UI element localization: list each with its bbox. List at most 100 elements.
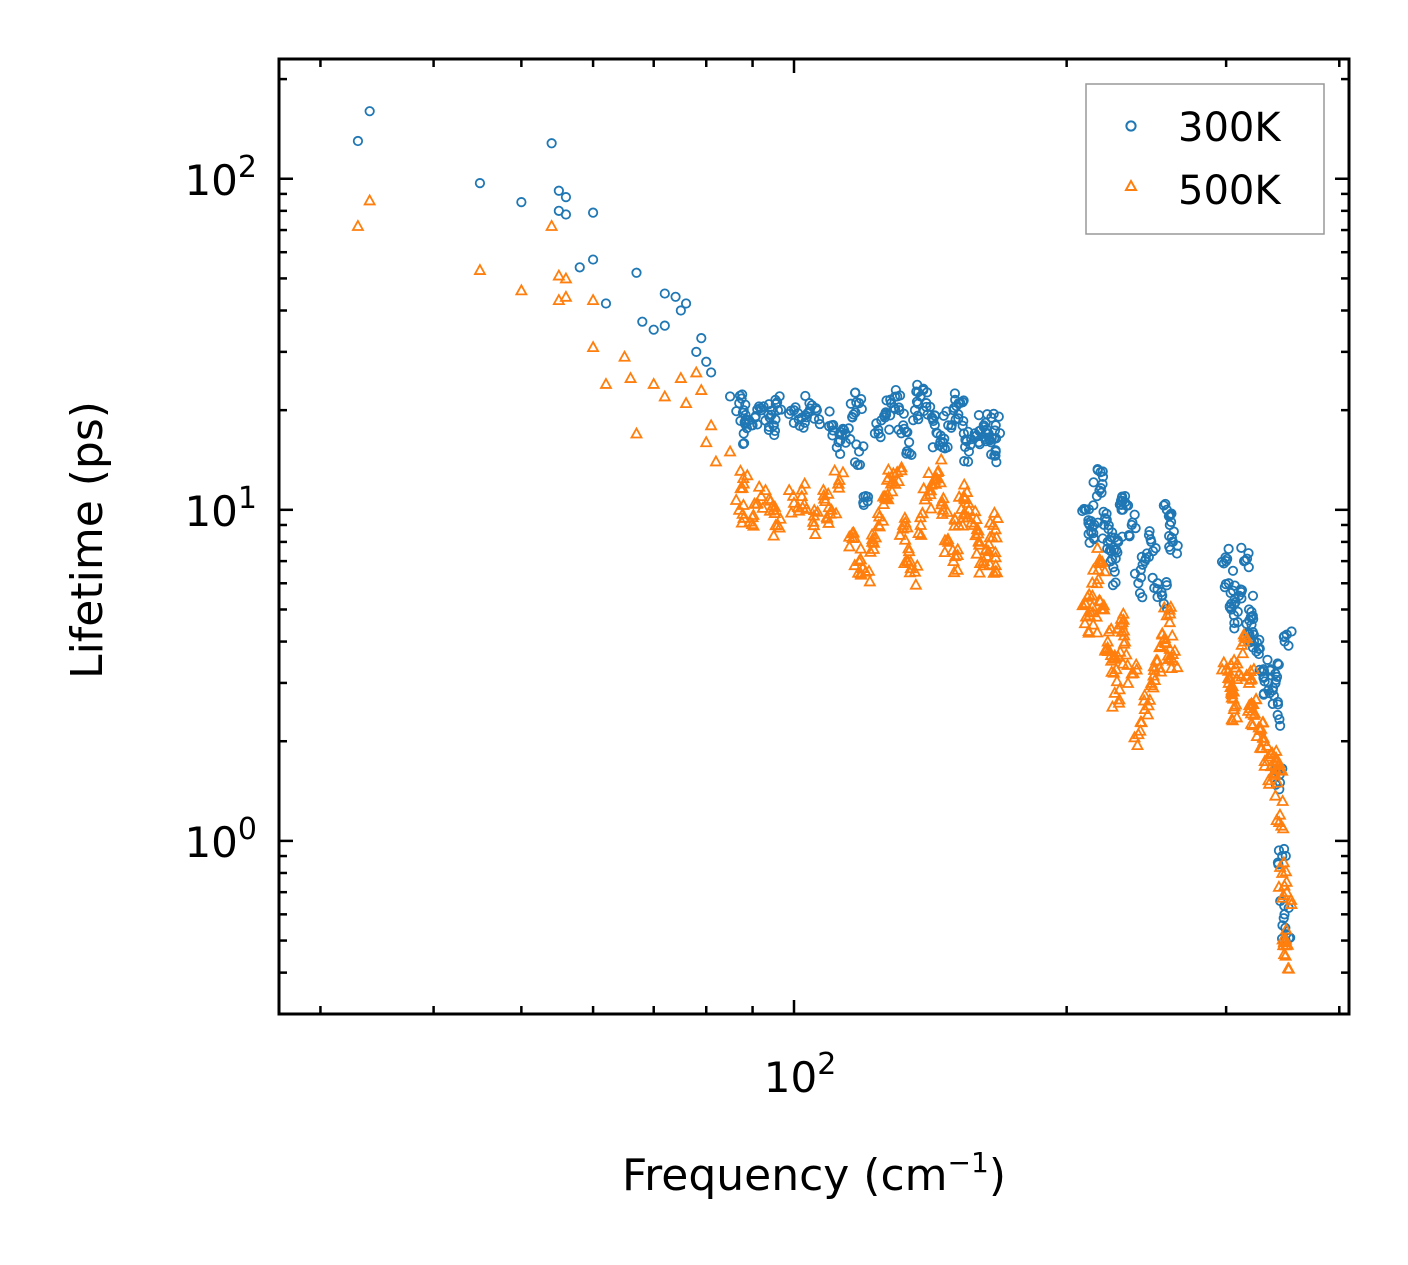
point-300k [854, 459, 866, 470]
point-300k [1098, 506, 1109, 517]
point-500k [1226, 679, 1240, 692]
point-500k [1093, 556, 1107, 568]
x-tick-label: 102 [764, 1047, 837, 1102]
point-500k [1090, 625, 1104, 638]
point-300k [755, 403, 766, 414]
point-500k [736, 507, 750, 519]
point-500k [1148, 673, 1162, 685]
point-300k [1273, 659, 1284, 670]
point-500k [735, 515, 749, 528]
point-500k [1098, 564, 1112, 577]
point-500k [904, 554, 918, 567]
point-500k [951, 562, 965, 575]
point-300k [701, 356, 712, 367]
point-500k [736, 471, 750, 484]
point-300k [1092, 517, 1103, 528]
point-500k [828, 463, 842, 476]
point-300k [843, 423, 854, 434]
point-300k [1158, 598, 1169, 609]
point-500k [938, 545, 952, 558]
point-300k [659, 320, 670, 331]
point-300k [1265, 664, 1276, 675]
point-500k [909, 577, 923, 590]
point-300k [901, 426, 912, 437]
point-500k [1117, 636, 1131, 649]
point-300k [898, 408, 909, 419]
point-500k [1108, 685, 1122, 698]
point-300k [1279, 636, 1290, 647]
point-300k [1275, 720, 1286, 731]
point-300k [1226, 598, 1237, 609]
point-300k [1111, 545, 1122, 556]
point-300k [1137, 592, 1148, 603]
point-500k [951, 548, 965, 561]
point-300k [990, 433, 1002, 444]
point-500k [1130, 738, 1145, 751]
point-500k [991, 511, 1005, 523]
point-300k [1117, 531, 1128, 542]
point-300k [990, 420, 1001, 431]
point-300k [963, 446, 975, 457]
point-300k [516, 197, 527, 208]
point-300k [741, 423, 753, 434]
point-500k [1276, 821, 1290, 834]
x-axis-title: Frequency (cm−1) [622, 1146, 1006, 1201]
point-300k [752, 419, 763, 430]
point-300k [364, 106, 375, 117]
point-500k [881, 487, 895, 500]
y-tick-label: 100 [184, 812, 257, 867]
point-300k [1085, 515, 1097, 527]
point-500k [473, 263, 487, 275]
point-300k [856, 403, 867, 415]
point-300k [1109, 566, 1120, 577]
point-300k [1097, 478, 1108, 490]
point-500k [1160, 608, 1174, 621]
point-300k [1232, 606, 1243, 617]
point-500k [792, 503, 806, 516]
point-300k [1097, 466, 1108, 477]
point-500k [1115, 624, 1129, 637]
point-300k [1105, 556, 1116, 567]
legend-marker-300k [1125, 120, 1137, 132]
point-500k [1272, 756, 1286, 769]
point-500k [1119, 647, 1133, 660]
point-300k [959, 456, 970, 467]
point-500k [935, 497, 949, 510]
point-500k [831, 476, 845, 489]
point-300k [1274, 784, 1285, 795]
point-300k [1097, 471, 1109, 482]
point-300k [1086, 527, 1097, 538]
point-500k [618, 349, 632, 362]
point-500k [894, 460, 909, 473]
point-500k [1269, 744, 1283, 756]
point-500k [552, 268, 566, 281]
point-500k [912, 526, 926, 538]
point-300k [1110, 577, 1121, 588]
point-500k [1268, 788, 1282, 801]
point-300k [1286, 626, 1297, 637]
point-500k [1155, 626, 1169, 639]
point-500k [647, 377, 661, 389]
point-500k [873, 519, 887, 532]
legend-label-500k: 500K [1178, 168, 1282, 214]
point-500k [709, 454, 723, 467]
point-300k [962, 456, 974, 467]
point-300k [1147, 572, 1158, 583]
point-300k [1272, 699, 1284, 710]
point-300k [1241, 553, 1253, 564]
point-300k [670, 291, 681, 302]
point-500k [733, 463, 748, 476]
point-300k [1165, 544, 1176, 555]
point-300k [739, 417, 750, 428]
point-500k [768, 506, 782, 518]
point-500k [768, 500, 782, 512]
point-300k [680, 298, 692, 309]
point-500k [948, 549, 962, 562]
point-500k [1164, 599, 1178, 612]
point-500k [1276, 794, 1290, 806]
point-300k [828, 419, 839, 431]
point-500k [624, 371, 638, 383]
point-300k [774, 391, 785, 402]
point-500k [1157, 600, 1171, 613]
point-500k [1078, 616, 1092, 629]
